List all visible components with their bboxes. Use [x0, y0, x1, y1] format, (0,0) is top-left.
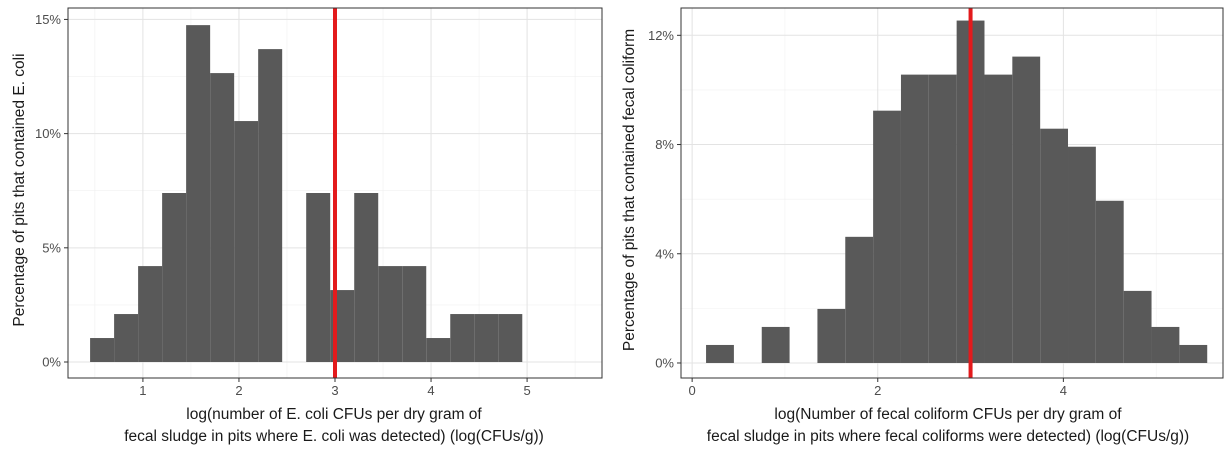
ecoli-histogram-bar [90, 338, 115, 363]
ecoli-histogram-bar [186, 25, 211, 363]
ecoli-histogram-bar [114, 314, 139, 363]
coliform-x-axis-title-line2: fecal sludge in pits where fecal colifor… [707, 428, 1189, 445]
ecoli-histogram-bar [138, 266, 163, 363]
ecoli-histogram-bar [426, 338, 451, 363]
coliform-histogram-bar [1179, 344, 1208, 363]
coliform-x-tick-label: 4 [1060, 383, 1067, 398]
coliform-histogram-bar [761, 326, 790, 363]
ecoli-histogram-bar [378, 266, 403, 363]
ecoli-histogram-panel: 1 2 3 4 5 0% 5% 10% 15% Percentage of pits that … [11, 7, 603, 445]
ecoli-histogram-bar [474, 314, 499, 363]
ecoli-x-tick-label: 4 [427, 383, 434, 398]
ecoli-histogram-bar [258, 49, 283, 363]
ecoli-x-tick-label: 1 [139, 383, 146, 398]
ecoli-histogram-bar [234, 121, 259, 363]
coliform-y-tick-label: 4% [655, 246, 674, 261]
ecoli-x-tick-label: 2 [235, 383, 242, 398]
coliform-histogram-bar [1040, 128, 1069, 363]
coliform-x-axis-title-line1: log(Number of fecal coliform CFUs per dr… [774, 406, 1122, 423]
coliform-y-axis-title: Percentage of pits that contained fecal … [621, 29, 638, 351]
ecoli-x-axis-title-line1: log(number of E. coli CFUs per dry gram … [186, 406, 482, 423]
ecoli-histogram-bar [354, 193, 379, 363]
ecoli-plot-area: 1 2 3 4 5 0% 5% 10% 15% [35, 7, 603, 398]
coliform-y-tick-label: 12% [648, 28, 674, 43]
ecoli-histogram-bar [450, 314, 475, 363]
ecoli-y-tick-label: 10% [35, 126, 61, 141]
ecoli-y-tick-label: 0% [42, 355, 61, 370]
coliform-histogram-bar [1012, 56, 1041, 363]
ecoli-histogram-bar [306, 193, 331, 363]
coliform-histogram-bar [706, 344, 734, 363]
coliform-histogram-bar [873, 110, 901, 363]
coliform-histogram-bar [817, 308, 846, 363]
coliform-y-tick-label: 8% [655, 137, 674, 152]
coliform-panel-border [680, 7, 1224, 379]
ecoli-histogram-bar [162, 193, 187, 363]
ecoli-y-axis-title: Percentage of pits that contained E. col… [11, 53, 28, 326]
ecoli-x-tick-label: 3 [331, 383, 338, 398]
coliform-histogram-bar [928, 74, 957, 363]
ecoli-x-tick-label: 5 [523, 383, 530, 398]
coliform-histogram-bar [845, 236, 874, 363]
coliform-histogram-bar [900, 74, 929, 363]
coliform-y-tick-label: 0% [655, 355, 674, 370]
coliform-histogram-bar [1095, 200, 1124, 363]
coliform-histogram-bar [1123, 290, 1152, 363]
ecoli-histogram-bar [210, 73, 235, 363]
coliform-histogram-bar [984, 74, 1013, 363]
ecoli-histogram-bar [402, 266, 427, 363]
ecoli-y-tick-label: 15% [35, 12, 61, 27]
coliform-plot-area: 0 2 4 0% 4% 8% 12% [648, 7, 1224, 398]
coliform-x-tick-label: 0 [689, 383, 696, 398]
ecoli-y-tick-label: 5% [42, 240, 61, 255]
coliform-histogram-bar [1068, 146, 1096, 363]
coliform-histogram-bar [1151, 326, 1180, 363]
ecoli-x-axis-title-line2: fecal sludge in pits where E. coli was d… [124, 428, 544, 445]
coliform-x-tick-label: 2 [874, 383, 881, 398]
fecal-coliform-histogram-panel: 0 2 4 0% 4% 8% 12% Percentage of pits that con… [621, 7, 1224, 445]
ecoli-histogram-bar [498, 314, 523, 363]
